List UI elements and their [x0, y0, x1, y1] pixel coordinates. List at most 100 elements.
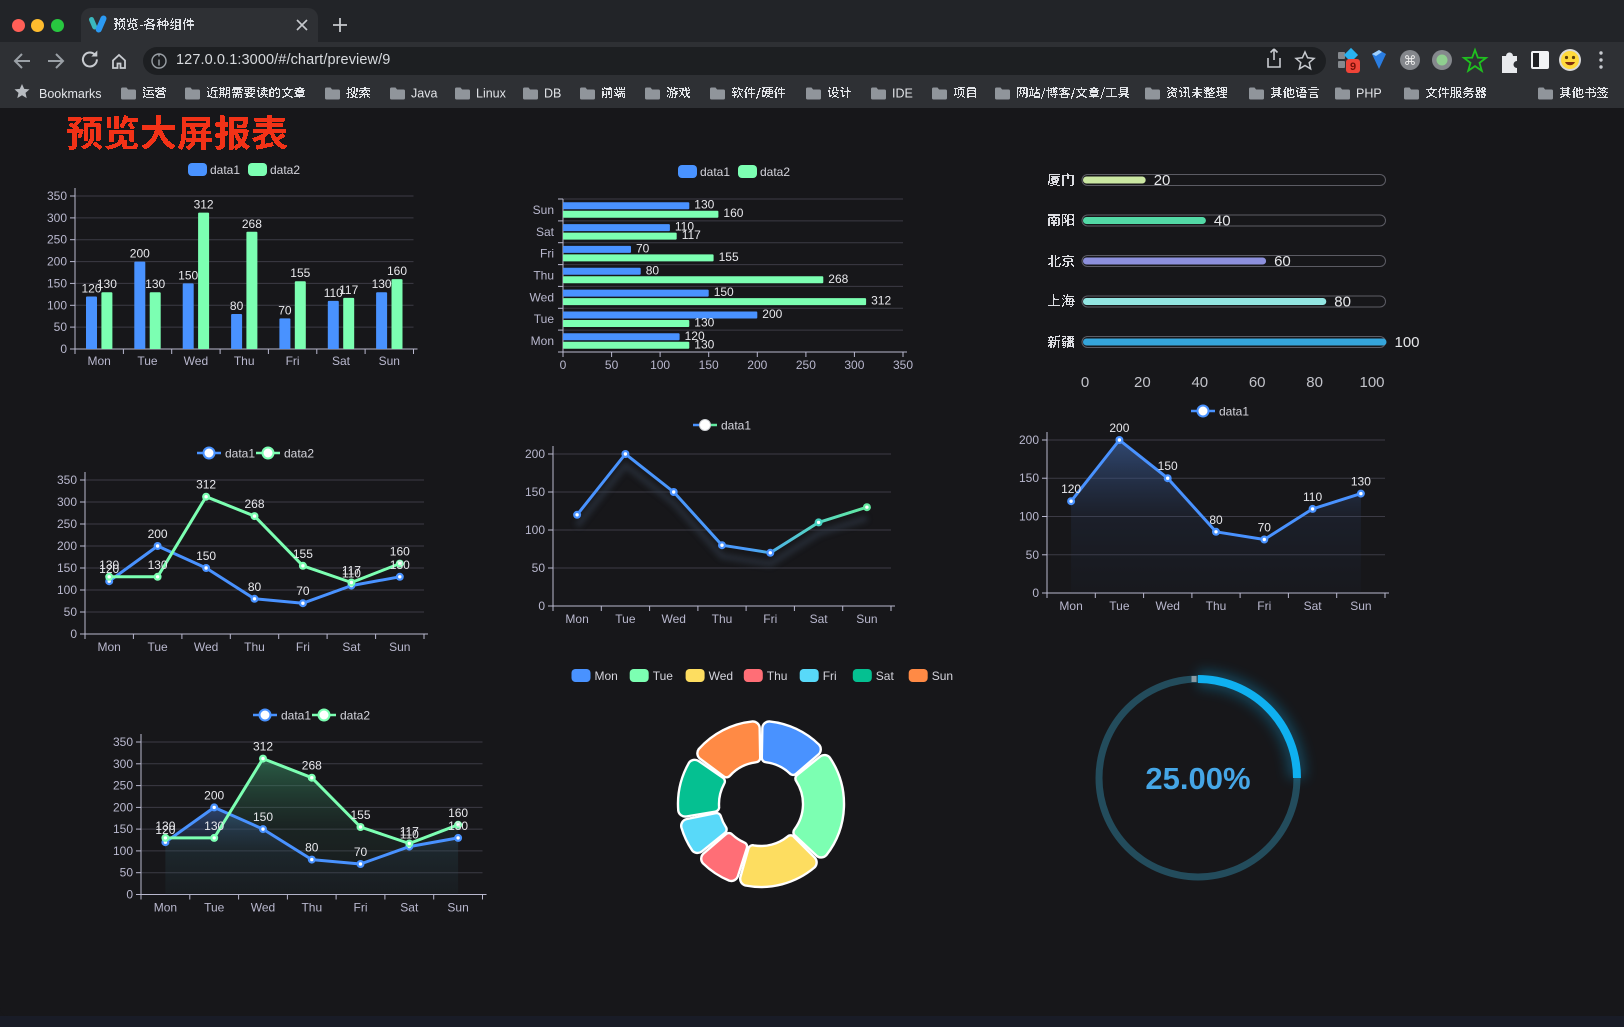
svg-text:40: 40 — [1214, 213, 1231, 230]
svg-text:Sat: Sat — [332, 354, 351, 368]
svg-text:Mon: Mon — [595, 669, 618, 683]
svg-text:IDE: IDE — [892, 87, 913, 101]
svg-text:Sat: Sat — [810, 612, 829, 626]
svg-text:50: 50 — [54, 320, 68, 334]
svg-text:80: 80 — [1334, 294, 1351, 311]
svg-text:100: 100 — [57, 583, 77, 597]
svg-text:150: 150 — [253, 810, 273, 824]
svg-text:data1: data1 — [721, 419, 751, 433]
svg-text:100: 100 — [113, 844, 133, 858]
svg-text:200: 200 — [747, 358, 767, 372]
svg-text:Wed: Wed — [184, 354, 208, 368]
svg-text:Fri: Fri — [286, 354, 300, 368]
svg-text:Sat: Sat — [342, 640, 361, 654]
svg-text:80: 80 — [646, 263, 660, 277]
svg-text:Wed: Wed — [194, 640, 218, 654]
svg-text:150: 150 — [178, 268, 198, 282]
svg-text:Tue: Tue — [137, 354, 158, 368]
svg-text:Thu: Thu — [234, 354, 255, 368]
svg-text:130: 130 — [99, 558, 119, 572]
svg-text:data2: data2 — [340, 709, 370, 723]
svg-text:350: 350 — [893, 358, 913, 372]
svg-text:data1: data1 — [1219, 405, 1249, 419]
svg-text:100: 100 — [47, 298, 67, 312]
svg-text:Sun: Sun — [1350, 599, 1371, 613]
svg-text:Fri: Fri — [296, 640, 310, 654]
svg-text:100: 100 — [650, 358, 670, 372]
svg-text:312: 312 — [253, 740, 273, 754]
svg-text:200: 200 — [525, 447, 545, 461]
svg-text:Mon: Mon — [154, 901, 177, 915]
svg-text:150: 150 — [57, 561, 77, 575]
svg-text:130: 130 — [448, 819, 468, 833]
svg-text:200: 200 — [130, 247, 150, 261]
svg-text:160: 160 — [390, 545, 410, 559]
svg-text:80: 80 — [230, 299, 244, 313]
svg-text:Sun: Sun — [932, 669, 953, 683]
svg-text:Fri: Fri — [823, 669, 837, 683]
svg-text:300: 300 — [113, 757, 133, 771]
svg-text:Fri: Fri — [763, 612, 777, 626]
svg-text:data1: data1 — [281, 709, 311, 723]
svg-text:350: 350 — [47, 189, 67, 203]
svg-text:350: 350 — [57, 473, 77, 487]
svg-text:117: 117 — [400, 825, 419, 839]
svg-text:Sun: Sun — [856, 612, 877, 626]
svg-text:155: 155 — [290, 266, 310, 280]
svg-text:Sun: Sun — [447, 901, 468, 915]
svg-text:250: 250 — [47, 233, 67, 247]
svg-text:250: 250 — [796, 358, 816, 372]
svg-text:200: 200 — [204, 788, 224, 802]
svg-text:Mon: Mon — [88, 354, 111, 368]
svg-text:0: 0 — [1081, 374, 1089, 391]
svg-text:150: 150 — [714, 285, 734, 299]
svg-text:130: 130 — [148, 558, 168, 572]
svg-text:312: 312 — [194, 198, 214, 212]
svg-text:20: 20 — [1134, 374, 1151, 391]
svg-text:Tue: Tue — [653, 669, 674, 683]
svg-text:200: 200 — [47, 255, 67, 269]
svg-text:50: 50 — [64, 605, 78, 619]
svg-text:110: 110 — [675, 220, 694, 234]
svg-text:155: 155 — [293, 547, 313, 561]
svg-text:150: 150 — [196, 549, 216, 563]
svg-text:data2: data2 — [760, 165, 790, 179]
svg-text:70: 70 — [278, 303, 292, 317]
svg-text:117: 117 — [339, 283, 358, 297]
svg-text:data2: data2 — [284, 447, 314, 461]
svg-text:Tue: Tue — [204, 901, 225, 915]
svg-text:Sat: Sat — [536, 225, 555, 239]
svg-text:Sun: Sun — [389, 640, 410, 654]
svg-text:Linux: Linux — [476, 87, 507, 101]
svg-text:120: 120 — [155, 823, 175, 837]
svg-text:312: 312 — [196, 478, 216, 492]
svg-text:268: 268 — [244, 497, 264, 511]
svg-text:150: 150 — [699, 358, 719, 372]
svg-text:Mon: Mon — [565, 612, 588, 626]
svg-text:117: 117 — [682, 228, 701, 242]
svg-text:150: 150 — [47, 276, 67, 290]
svg-text:Thu: Thu — [1206, 599, 1227, 613]
svg-text:80: 80 — [1209, 513, 1223, 527]
svg-text:110: 110 — [400, 828, 419, 842]
svg-text:80: 80 — [248, 580, 262, 594]
svg-text:0: 0 — [538, 599, 545, 613]
svg-text:268: 268 — [242, 217, 262, 231]
svg-text:0: 0 — [60, 342, 67, 356]
svg-text:160: 160 — [448, 806, 468, 820]
svg-text:160: 160 — [723, 206, 743, 220]
svg-text:70: 70 — [636, 241, 650, 255]
svg-text:130: 130 — [204, 819, 224, 833]
svg-text:268: 268 — [828, 272, 848, 286]
svg-text:Sun: Sun — [533, 203, 554, 217]
svg-text:20: 20 — [1154, 172, 1171, 189]
svg-text:Fri: Fri — [1257, 599, 1271, 613]
svg-text:300: 300 — [844, 358, 864, 372]
svg-text:200: 200 — [57, 539, 77, 553]
svg-text:Tue: Tue — [534, 312, 555, 326]
svg-text:data1: data1 — [225, 447, 255, 461]
svg-text:130: 130 — [155, 819, 175, 833]
svg-text:Fri: Fri — [354, 901, 368, 915]
svg-text:0: 0 — [560, 358, 567, 372]
svg-text:350: 350 — [113, 735, 133, 749]
